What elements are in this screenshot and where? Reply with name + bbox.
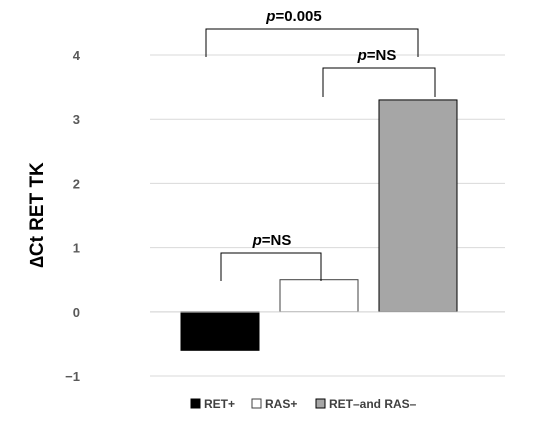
y-axis-label: ∆Ct RET TK [27,162,48,268]
legend-label: RET+ [204,397,235,411]
legend-label: RAS+ [265,397,297,411]
significance-bracket [322,67,436,97]
legend-swatch [251,398,262,409]
y-tick-label: 0 [73,305,80,320]
y-tick-label: 1 [73,241,80,256]
y-tick-label: 4 [73,48,81,63]
p-value: =0.005 [275,8,321,25]
y-tick-label: 3 [73,112,80,127]
p-symbol: p [265,8,275,25]
significance-bracket [220,252,322,281]
p-symbol: p [357,47,367,64]
y-tick-label: 2 [73,176,80,191]
p-value: =NS [367,47,397,64]
significance-label: p=NS [357,47,397,64]
p-symbol: p [252,232,262,249]
bar-1 [279,279,359,313]
legend: RET+ RAS+ RET–and RAS– [190,397,417,411]
p-value: =NS [262,232,292,249]
bars [180,99,458,351]
significance-label: p=NS [252,232,292,249]
bar-0 [180,311,260,351]
y-tick-labels: −1 0 1 2 3 4 [65,48,81,384]
bar-2 [378,99,458,313]
legend-label: RET–and RAS– [329,397,417,411]
y-tick-label: −1 [65,369,80,384]
significance-label: p=0.005 [265,8,321,25]
legend-swatch [315,398,326,409]
significance-bracket [205,28,419,57]
legend-swatch [190,398,201,409]
